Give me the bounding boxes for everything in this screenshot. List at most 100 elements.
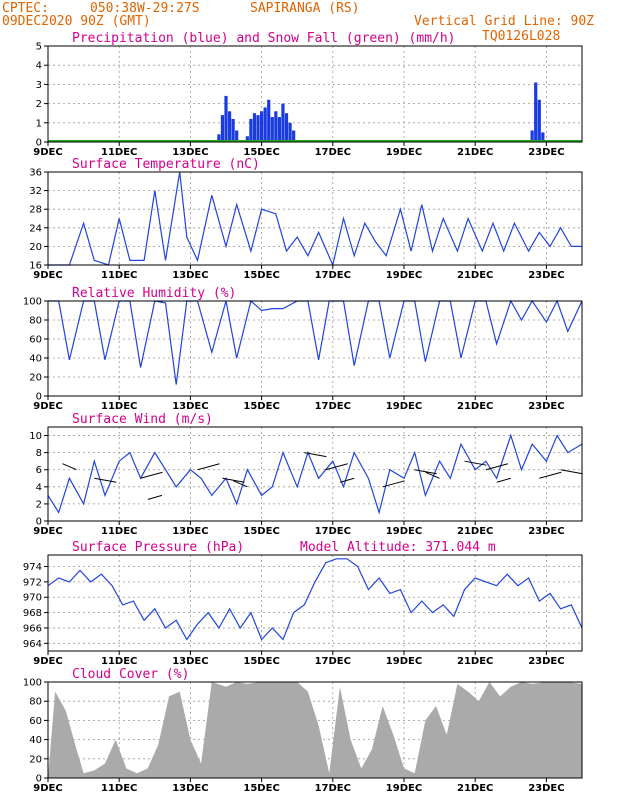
wind-arrow <box>464 460 487 466</box>
header-coords: 050:38W-29:27S <box>90 1 200 16</box>
xtick-label: 15DEC <box>243 401 279 412</box>
ytick-label: 974 <box>23 562 42 573</box>
ytick-label: 0 <box>36 517 42 528</box>
ytick-label: 1 <box>36 118 42 129</box>
precip-bar <box>277 117 282 142</box>
rh-line <box>48 299 583 385</box>
precip-bar <box>259 111 264 142</box>
xtick-label: 19DEC <box>386 783 422 794</box>
precip-bar <box>220 115 225 142</box>
ytick-label: 5 <box>36 42 42 53</box>
pressure-frame <box>47 554 583 652</box>
xtick-label: 19DEC <box>386 401 422 412</box>
ytick-label: 16 <box>29 261 42 272</box>
ytick-label: 28 <box>29 205 42 216</box>
pressure-panel: Surface Pressure (hPa) Model Altitude: 37… <box>23 540 583 667</box>
xtick-label: 23DEC <box>528 526 564 537</box>
xtick-label: 21DEC <box>457 656 493 667</box>
ytick-label: 32 <box>29 186 42 197</box>
panels: Precipitation (blue) and Snow Fall (gree… <box>23 31 583 794</box>
xtick-label: 9DEC <box>33 147 62 158</box>
rh-title: Relative Humidity (%) <box>72 286 236 301</box>
precip-bar <box>252 113 257 142</box>
wind-arrow <box>197 463 220 471</box>
precip-bar <box>537 99 541 142</box>
xtick-label: 17DEC <box>315 656 351 667</box>
precip-title: Precipitation (blue) and Snow Fall (gree… <box>72 31 456 46</box>
precip-frame <box>47 45 583 143</box>
header-source: CPTEC: <box>2 1 49 16</box>
ytick-label: 964 <box>23 639 42 650</box>
xtick-label: 13DEC <box>172 526 208 537</box>
precip-bar <box>534 82 538 142</box>
wind-arrow <box>496 477 511 483</box>
rh-frame <box>47 300 583 397</box>
wind-arrow <box>147 494 163 500</box>
xtick-label: 23DEC <box>528 783 564 794</box>
temp-frame <box>47 171 583 266</box>
ytick-label: 2 <box>36 499 42 510</box>
wind-arrow <box>325 463 348 471</box>
ytick-label: 100 <box>23 297 42 308</box>
wind-arrow <box>94 477 117 483</box>
xtick-label: 11DEC <box>101 656 137 667</box>
wind-frame <box>47 426 583 522</box>
ytick-label: 0 <box>36 138 42 149</box>
ytick-label: 20 <box>29 242 42 253</box>
precip-bar <box>235 130 239 142</box>
precip-bar <box>288 122 292 142</box>
xtick-label: 19DEC <box>386 656 422 667</box>
header-code: TQ0126L028 <box>482 29 560 44</box>
precip-bar <box>231 118 235 142</box>
ytick-label: 20 <box>29 373 42 384</box>
pressure-title: Surface Pressure (hPa) <box>72 540 244 555</box>
xtick-label: 15DEC <box>243 783 279 794</box>
xtick-label: 9DEC <box>33 270 62 281</box>
wind-arrow <box>485 463 509 471</box>
ytick-label: 60 <box>29 335 42 346</box>
precip-bar <box>224 95 228 142</box>
xtick-label: 13DEC <box>172 270 208 281</box>
header-grid-note: Vertical Grid Line: 90Z <box>414 14 594 29</box>
precip-bar <box>267 99 271 142</box>
temp-panel: Surface Temperature (nC) 16 20 24 28 32 36 9DEC… <box>29 157 583 281</box>
pressure-line <box>47 558 583 641</box>
xtick-label: 9DEC <box>33 401 62 412</box>
ytick-label: 2 <box>36 99 42 110</box>
xtick-label: 21DEC <box>457 526 493 537</box>
wind-arrow <box>62 463 77 471</box>
xtick-label: 23DEC <box>528 656 564 667</box>
xtick-label: 13DEC <box>172 401 208 412</box>
ytick-label: 80 <box>29 316 42 327</box>
xtick-label: 15DEC <box>243 147 279 158</box>
precip-bar <box>284 113 289 142</box>
xtick-label: 23DEC <box>528 401 564 412</box>
xtick-label: 17DEC <box>315 270 351 281</box>
xtick-label: 19DEC <box>386 526 422 537</box>
xtick-label: 17DEC <box>315 401 351 412</box>
ytick-label: 966 <box>23 623 42 634</box>
cloud-frame <box>47 681 583 779</box>
cloud-title: Cloud Cover (%) <box>72 667 189 682</box>
ytick-label: 970 <box>23 593 42 604</box>
ytick-label: 100 <box>23 678 42 689</box>
ytick-label: 36 <box>29 168 42 179</box>
ytick-label: 80 <box>29 697 42 708</box>
ytick-label: 0 <box>36 774 42 785</box>
xtick-label: 21DEC <box>457 147 493 158</box>
xtick-label: 15DEC <box>243 270 279 281</box>
header-run: 09DEC2020 90Z (GMT) <box>2 14 151 29</box>
precip-bar <box>227 111 232 142</box>
wind-arrow <box>233 480 248 488</box>
xtick-label: 9DEC <box>33 656 62 667</box>
precip-panel: Precipitation (blue) and Snow Fall (gree… <box>33 31 583 158</box>
precip-bar <box>249 118 253 142</box>
wind-arrow <box>340 477 355 483</box>
ytick-label: 0 <box>36 392 42 403</box>
xtick-label: 13DEC <box>172 656 208 667</box>
wind-arrow <box>414 469 437 475</box>
xtick-label: 17DEC <box>315 526 351 537</box>
xtick-label: 21DEC <box>457 401 493 412</box>
xtick-label: 11DEC <box>101 401 137 412</box>
